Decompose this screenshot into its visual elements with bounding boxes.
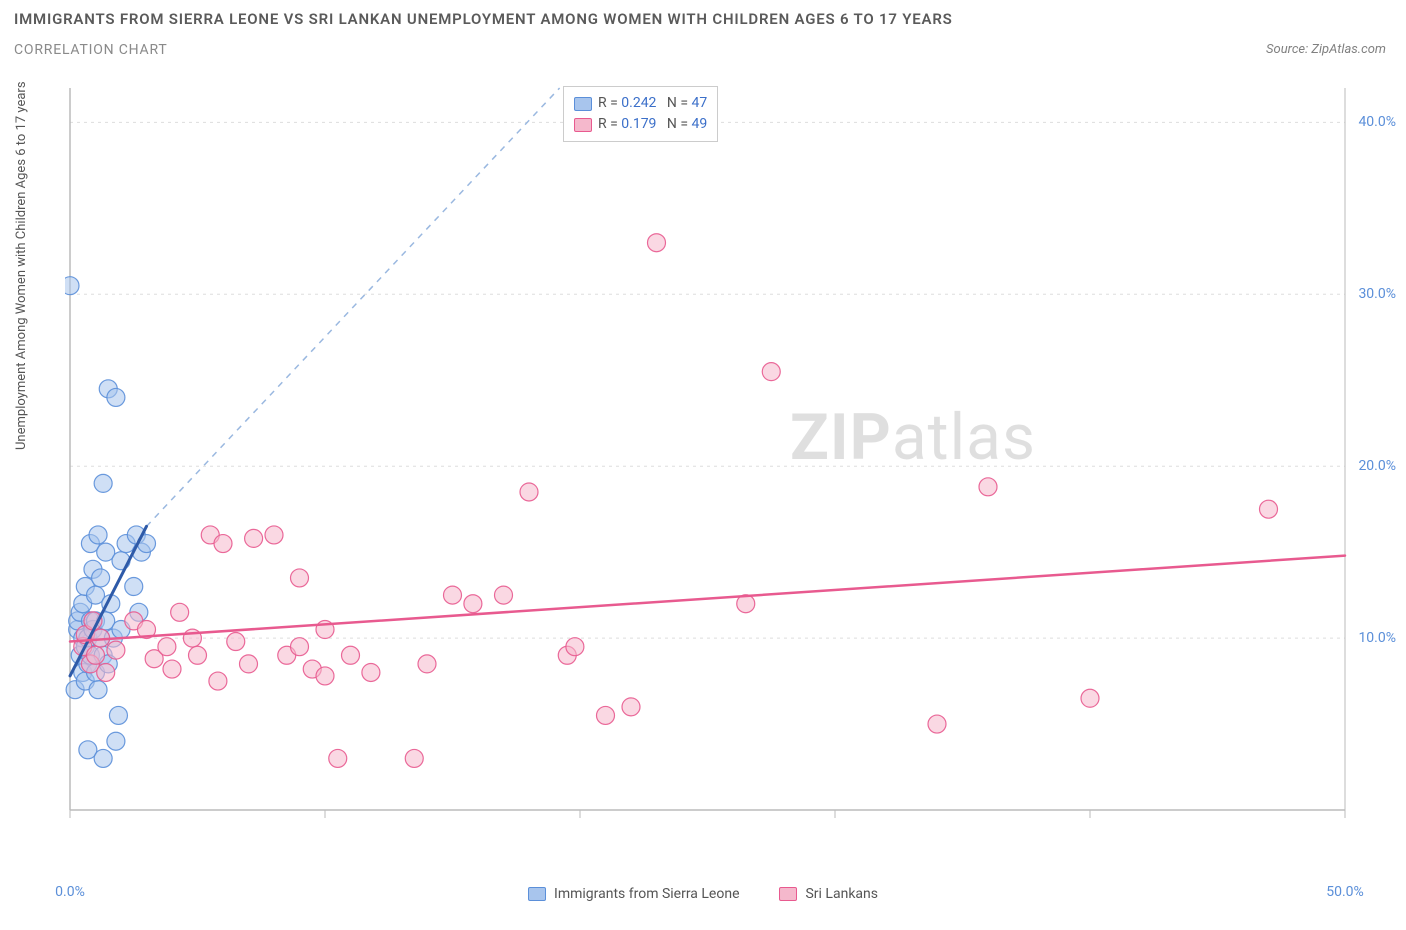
stat-row: R = 0.179 N = 49 (574, 114, 707, 135)
stat-text: R = 0.179 N = 49 (598, 114, 707, 135)
swatch-icon (779, 887, 797, 901)
chart-subtitle: CORRELATION CHART (14, 42, 168, 58)
legend-item-sierra-leone: Immigrants from Sierra Leone (528, 886, 739, 902)
legend-label: Immigrants from Sierra Leone (554, 886, 739, 902)
y-tick-label: 40.0% (1358, 114, 1396, 130)
swatch-icon (528, 887, 546, 901)
correlation-stats-legend: R = 0.242 N = 47 R = 0.179 N = 49 (563, 86, 718, 142)
bottom-legend: Immigrants from Sierra Leone Sri Lankans (528, 886, 878, 902)
legend-label: Sri Lankans (805, 886, 878, 902)
stat-text: R = 0.242 N = 47 (598, 93, 707, 114)
y-axis-label: Unemployment Among Women with Children A… (14, 81, 29, 450)
scatter-plot (65, 80, 1375, 840)
x-tick-label: 0.0% (55, 884, 85, 900)
x-tick-label: 50.0% (1326, 884, 1364, 900)
swatch-icon (574, 118, 592, 132)
y-tick-label: 20.0% (1358, 458, 1396, 474)
chart-svg (65, 80, 1375, 840)
y-tick-label: 30.0% (1358, 286, 1396, 302)
y-tick-label: 10.0% (1358, 630, 1396, 646)
legend-item-sri-lankans: Sri Lankans (779, 886, 878, 902)
stat-row: R = 0.242 N = 47 (574, 93, 707, 114)
chart-title: IMMIGRANTS FROM SIERRA LEONE VS SRI LANK… (14, 10, 953, 28)
source-attribution: Source: ZipAtlas.com (1266, 42, 1386, 57)
swatch-icon (574, 97, 592, 111)
